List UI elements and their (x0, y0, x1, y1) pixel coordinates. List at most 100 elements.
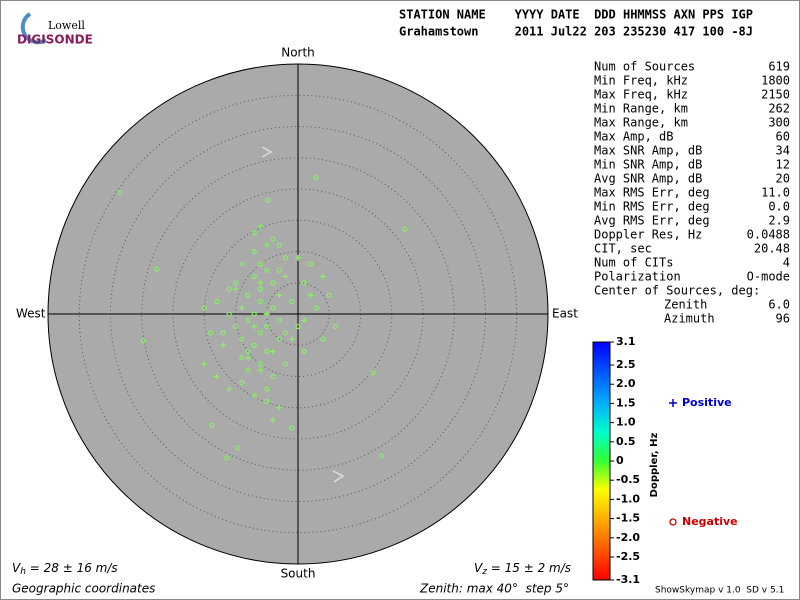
vh-symbol: V (12, 561, 21, 575)
center-title: Center of Sources, deg: (594, 284, 760, 298)
stat-value: 60 (776, 130, 790, 144)
stat-label: Num of CITs (594, 256, 673, 270)
source-positive (245, 354, 251, 361)
source-negative (251, 248, 257, 255)
stat-value: 34 (776, 144, 790, 158)
colorbar-tick-label: 3.1 (616, 335, 636, 348)
stat-label: Min Freq, kHz (594, 74, 688, 88)
stat-label: Azimuth (664, 312, 715, 326)
source-negative (270, 280, 276, 286)
source-negative (370, 370, 376, 376)
source-positive (320, 273, 326, 280)
colorbar (592, 341, 611, 581)
stat-value: 11.0 (761, 186, 790, 200)
vz-value: = 15 ± 2 m/s (487, 561, 571, 575)
stat-label: Max Amp, dB (594, 130, 673, 144)
stat-value: 262 (768, 102, 790, 116)
stat-label: Min RMS Err, deg (594, 200, 710, 214)
source-negative (265, 197, 271, 203)
stat-label: Avg RMS Err, deg (594, 214, 710, 228)
source-negative (245, 348, 251, 355)
source-negative (245, 292, 251, 298)
stat-value: 0.0 (768, 200, 790, 214)
legend-label: Positive (682, 396, 732, 409)
source-negative (313, 175, 319, 181)
vh-value: = 28 ± 16 m/s (26, 561, 118, 575)
source-negative (251, 311, 257, 317)
colorbar-tick-label: -2.0 (616, 531, 640, 544)
source-negative (332, 323, 339, 330)
source-negative (239, 355, 245, 361)
logo-arc (20, 12, 48, 45)
source-negative (264, 398, 270, 405)
source-positive (276, 404, 283, 411)
colorbar-tick-label: 2.0 (616, 377, 636, 390)
source-negative (154, 266, 160, 272)
source-negative (251, 273, 257, 280)
colorbar-tick-label: 2.5 (616, 358, 636, 371)
stat-label: Doppler Res, Hz (594, 228, 702, 242)
source-negative (307, 261, 314, 267)
stat-label: Zenith (664, 298, 707, 312)
source-positive (270, 348, 276, 355)
stat-value: 20.48 (754, 242, 790, 256)
source-negative (264, 267, 270, 273)
source-positive (282, 273, 289, 280)
stat-label: Max RMS Err, deg (594, 186, 710, 200)
legend-marker (669, 518, 677, 526)
source-negative (239, 380, 245, 386)
stat-label: CIT, sec (594, 242, 652, 256)
source-negative (224, 455, 230, 461)
stat-label: Max Range, km (594, 116, 688, 130)
source-positive (251, 392, 258, 399)
chevron (332, 470, 345, 483)
source-negative (232, 323, 239, 330)
source-negative (270, 373, 276, 380)
source-negative (257, 298, 264, 305)
source-negative (270, 236, 276, 242)
colorbar-tick-label: 0 (616, 454, 624, 467)
stat-value: 96 (776, 312, 790, 326)
colorbar-tick-label: 1.5 (616, 396, 636, 409)
source-negative (245, 317, 251, 323)
source-negative (209, 422, 215, 428)
stat-value: 12 (776, 158, 790, 172)
colorbar-tick-label: -3.1 (616, 573, 640, 586)
colorbar-tick-label: -2.5 (616, 550, 640, 563)
colorbar-tick-label: -0.5 (616, 473, 640, 486)
stat-value: 20 (776, 172, 790, 186)
source-negative (226, 311, 232, 317)
source-negative (257, 261, 264, 267)
vz-sub: z (481, 567, 487, 577)
source-negative (257, 330, 264, 336)
source-negative (270, 305, 276, 311)
source-negative (264, 323, 270, 330)
source-negative (140, 338, 146, 344)
source-negative (207, 330, 214, 336)
source-negative (251, 342, 257, 348)
stat-value: 6.0 (768, 298, 790, 312)
source-positive (257, 223, 264, 230)
colorbar-tick-label: 0.5 (616, 435, 636, 448)
source-negative (295, 323, 301, 330)
source-negative (276, 242, 282, 248)
source-positive (201, 361, 208, 367)
stat-value: 1800 (761, 74, 790, 88)
source-negative (282, 330, 289, 336)
source-negative (301, 348, 307, 355)
stat-label: Polarization (594, 270, 681, 284)
vz-symbol: V (474, 561, 483, 575)
source-negative (402, 226, 408, 232)
header-row: STATION NAME YYYY DATE DDD HHMMSS AXN PP… (399, 8, 753, 22)
colorbar-tick-label: 1.0 (616, 416, 636, 429)
direction-label: West (16, 307, 46, 321)
source-negative (320, 336, 326, 342)
zenith-note: Zenith: max 40° step 5° (419, 582, 569, 596)
source-positive (257, 367, 264, 374)
source-negative (257, 361, 264, 367)
source-positive (226, 386, 233, 392)
source-negative (239, 336, 245, 342)
stat-label: Max Freq, kHz (594, 88, 688, 102)
colorbar-tick-label: -1.5 (616, 512, 640, 525)
